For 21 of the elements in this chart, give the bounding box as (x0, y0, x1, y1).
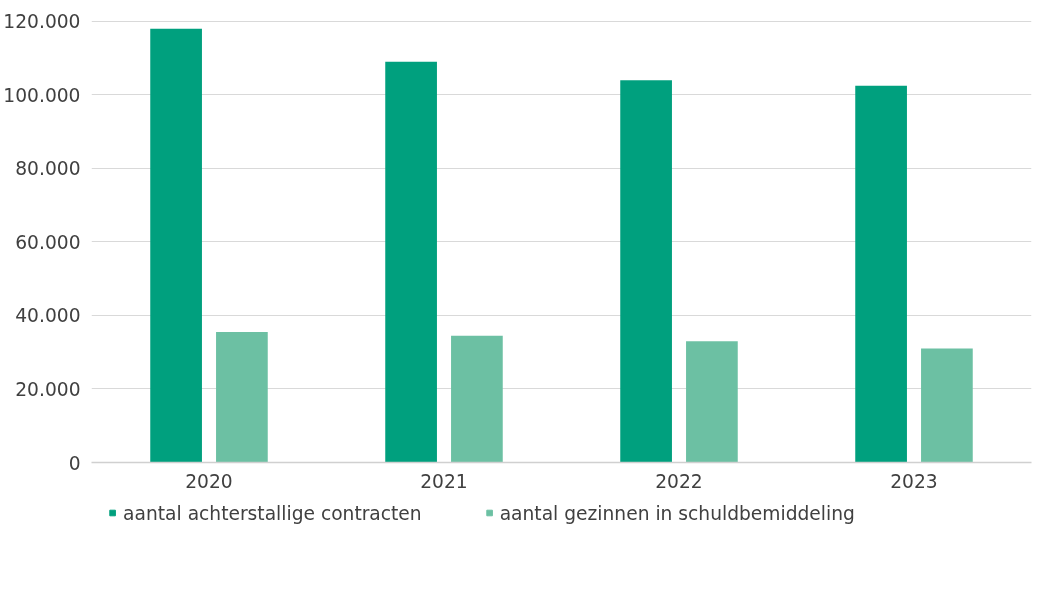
y-tick-label: 80.000 (15, 158, 81, 180)
x-tick-label: 2020 (185, 470, 233, 492)
bar (855, 85, 907, 463)
bar (686, 341, 738, 463)
y-tick-label: 100.000 (3, 84, 81, 106)
bar (451, 335, 503, 463)
y-tick-label: 40.000 (15, 305, 81, 327)
bar (150, 28, 202, 463)
y-tick-label: 120.000 (3, 11, 81, 33)
bar (620, 80, 672, 463)
x-tick-label: 2022 (655, 470, 703, 492)
x-tick-label: 2021 (420, 470, 468, 492)
bar (385, 61, 437, 463)
x-tick-label: 2023 (890, 470, 938, 492)
bar (216, 331, 268, 463)
bar (921, 348, 973, 463)
y-tick-label: 60.000 (15, 231, 81, 253)
legend-label: aantal gezinnen in schuldbemiddeling (499, 502, 855, 523)
legend-label: aantal achterstallige contracten (123, 502, 422, 523)
y-tick-label: 20.000 (15, 378, 81, 400)
y-tick-label: 0 (68, 452, 81, 474)
